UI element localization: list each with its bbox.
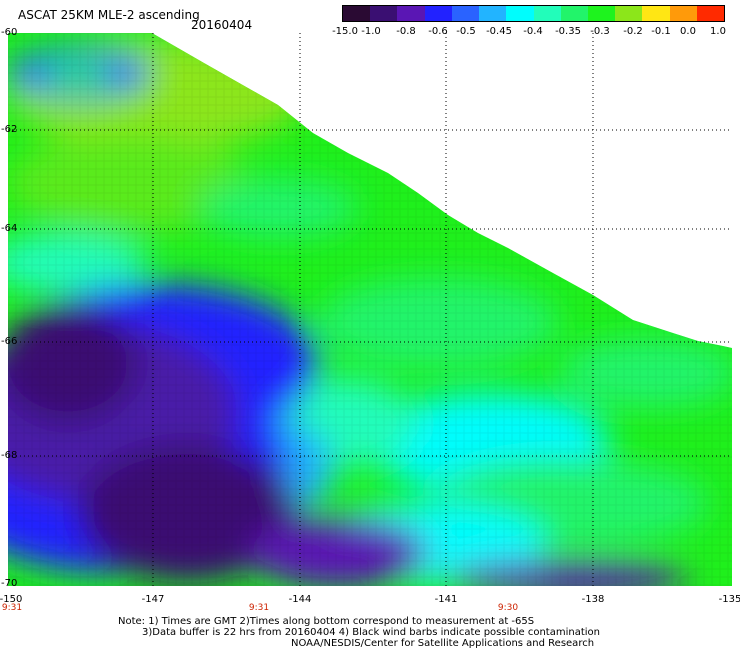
colorbar-label: -0.8 <box>396 26 416 37</box>
colorbar-label: -0.5 <box>456 26 476 37</box>
colorbar-segment <box>370 6 398 21</box>
lat-label: -68 <box>1 450 18 461</box>
lon-label: -147 <box>141 594 165 605</box>
colorbar-label: -0.2 <box>623 26 643 37</box>
note-line-3: NOAA/NESDIS/Center for Satellite Applica… <box>291 638 595 649</box>
swath-data <box>8 33 732 586</box>
colorbar-segment <box>479 6 507 21</box>
colorbar-segment <box>669 6 697 21</box>
colorbar-segment <box>642 6 670 21</box>
lon-label: -138 <box>581 594 605 605</box>
colorbar-segment <box>533 6 561 21</box>
lat-label: -60 <box>1 27 18 38</box>
product-title: ASCAT 25KM MLE-2 ascending <box>18 8 200 22</box>
time-label: 9:31 <box>248 603 270 613</box>
lon-label: -135 <box>718 594 740 605</box>
colorbar <box>342 5 725 22</box>
colorbar-label: -0.4 <box>523 26 543 37</box>
lat-label: -62 <box>1 124 18 135</box>
lon-label: -144 <box>288 594 312 605</box>
colorbar-label: 1.0 <box>710 26 726 37</box>
colorbar-label: -0.1 <box>651 26 671 37</box>
product-date: 20160404 <box>191 18 253 32</box>
colorbar-tick-labels: -15.0 -1.0 -0.8 -0.6 -0.5 -0.45 -0.4 -0.… <box>330 26 735 38</box>
lat-label: -66 <box>1 336 18 347</box>
colorbar-segment <box>451 6 480 21</box>
colorbar-label: -0.3 <box>590 26 610 37</box>
colorbar-label: -0.35 <box>555 26 581 37</box>
colorbar-label: -1.0 <box>361 26 381 37</box>
colorbar-label: 0.0 <box>680 26 696 37</box>
colorbar-label: -0.45 <box>486 26 512 37</box>
colorbar-segment <box>506 6 534 21</box>
time-label: 9:30 <box>497 603 519 613</box>
colorbar-segment <box>343 6 371 21</box>
colorbar-segment <box>615 6 643 21</box>
note-line-2: 3)Data buffer is 22 hrs from 20160404 4)… <box>142 627 600 638</box>
lat-label: -70 <box>1 578 18 589</box>
colorbar-segment <box>696 6 725 21</box>
colorbar-label: -0.6 <box>428 26 448 37</box>
wind-field-map <box>8 33 732 586</box>
colorbar-segment <box>587 6 616 21</box>
lon-label: -141 <box>434 594 458 605</box>
lon-label: -150 <box>0 594 23 605</box>
note-line-1: Note: 1) Times are GMT 2)Times along bot… <box>118 616 535 627</box>
colorbar-label: -15.0 <box>332 26 358 37</box>
colorbar-segment <box>560 6 588 21</box>
time-label: 9:31 <box>1 603 23 613</box>
colorbar-segment <box>397 6 425 21</box>
lat-label: -64 <box>1 223 18 234</box>
graticule <box>8 33 732 586</box>
colorbar-segment <box>424 6 452 21</box>
